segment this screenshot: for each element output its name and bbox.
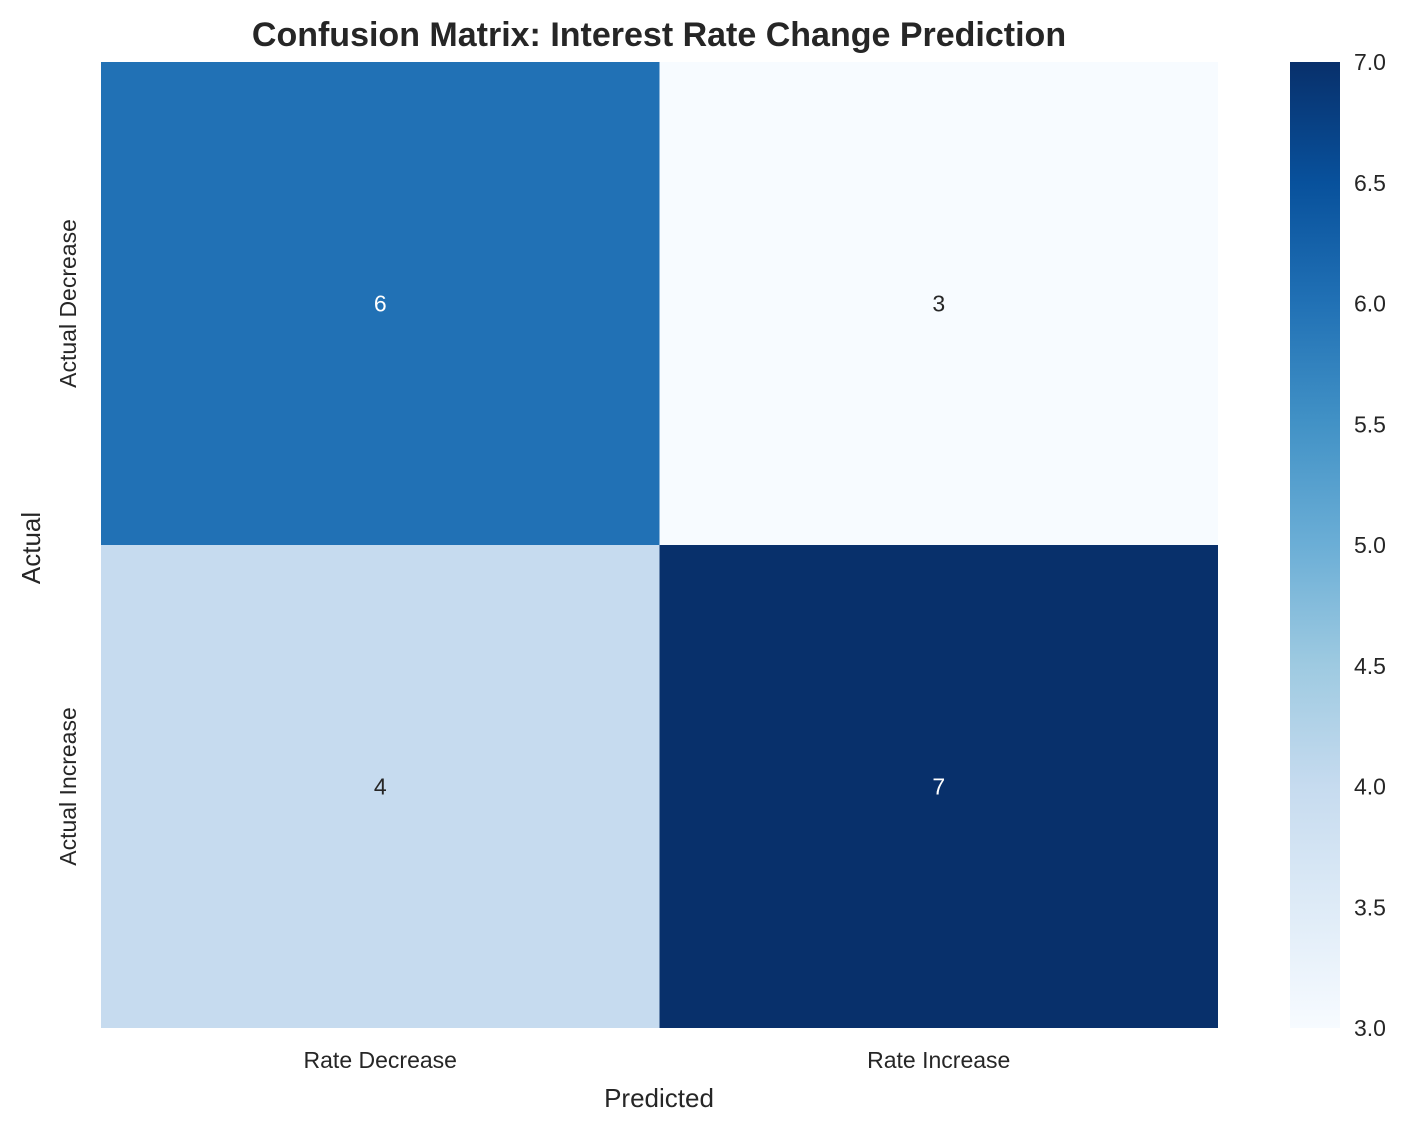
cell-value-label-r1-c1: 7 [932, 774, 945, 800]
x-tick-label: Rate Decrease [304, 1047, 457, 1073]
colorbar [1290, 62, 1340, 1028]
chart-title: Confusion Matrix: Interest Rate Change P… [252, 16, 1066, 54]
colorbar-tick-label: 7.0 [1354, 49, 1386, 75]
colorbar-tick-label: 6.0 [1354, 291, 1386, 317]
colorbar-tick-label: 4.5 [1354, 653, 1386, 679]
colorbar-tick-label: 6.5 [1354, 170, 1386, 196]
y-tick-label: Actual Decrease [55, 219, 81, 388]
colorbar-tick-label: 3.0 [1354, 1015, 1386, 1041]
colorbar-tick-label: 4.0 [1354, 774, 1386, 800]
heatmap-cell-r1-c1 [659, 545, 1218, 1028]
x-axis-label: Predicted [604, 1083, 714, 1113]
heatmap-annotations: 6 3 4 7 [374, 291, 945, 800]
cell-value-label-r0-c0: 6 [374, 291, 387, 317]
cell-value-label-r1-c0: 4 [374, 774, 387, 800]
x-tick-label: Rate Increase [867, 1047, 1010, 1073]
colorbar-tick-label: 3.5 [1354, 894, 1386, 920]
colorbar-tick-label: 5.5 [1354, 411, 1386, 437]
colorbar-tick-labels: 3.0 3.5 4.0 4.5 5.0 5.5 6.0 6.5 7.0 [1354, 49, 1386, 1041]
x-tick-labels: Rate Decrease Rate Increase [304, 1047, 1011, 1073]
heatmap-cell-r0-c1 [659, 62, 1218, 545]
heatmap-cell-r0-c0 [101, 62, 660, 545]
y-tick-labels: Actual Decrease Actual Increase [55, 219, 81, 866]
y-tick-label: Actual Increase [55, 707, 81, 866]
cell-value-label-r0-c1: 3 [932, 291, 945, 317]
colorbar-tick-label: 5.0 [1354, 532, 1386, 558]
y-axis-label: Actual [16, 512, 46, 584]
heatmap-cells [101, 62, 1218, 1028]
heatmap-cell-r1-c0 [101, 545, 660, 1028]
